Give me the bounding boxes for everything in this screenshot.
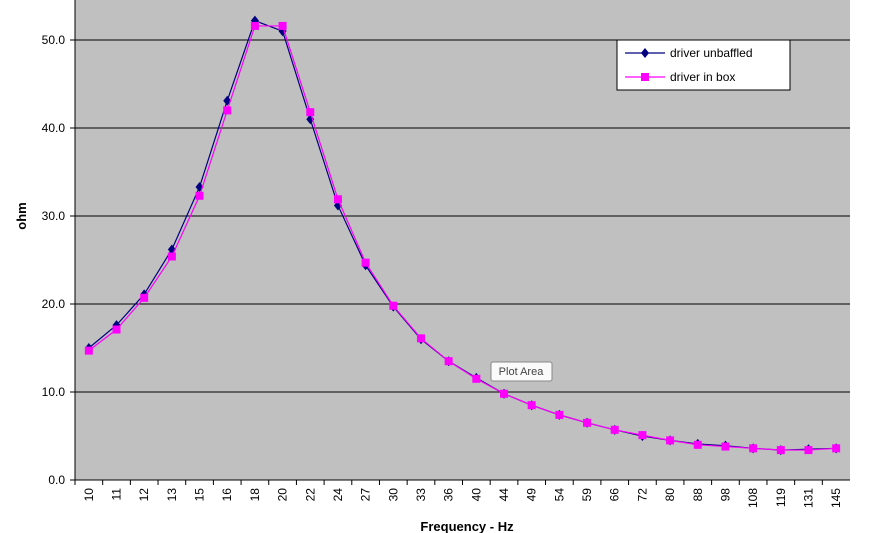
x-tick-label: 16 <box>220 488 234 502</box>
x-tick-label: 12 <box>137 488 151 502</box>
y-tick-label: 50.0 <box>42 33 66 47</box>
point <box>361 258 370 267</box>
point <box>721 442 730 451</box>
legend-label: driver in box <box>670 70 735 84</box>
point <box>389 301 398 310</box>
tooltip: Plot Area <box>499 366 545 378</box>
x-tick-label: 108 <box>746 488 760 508</box>
x-tick-label: 131 <box>801 488 815 508</box>
y-tick-label: 20.0 <box>42 297 66 311</box>
tooltip-box <box>490 361 553 382</box>
point <box>804 446 813 455</box>
point <box>638 431 647 440</box>
point <box>666 436 675 445</box>
x-tick-label: 49 <box>525 488 539 502</box>
point <box>832 444 841 453</box>
point <box>583 418 592 427</box>
point <box>444 357 453 366</box>
point <box>416 334 425 343</box>
point <box>223 106 232 115</box>
point <box>84 346 93 355</box>
point <box>167 252 176 261</box>
y-tick-label: 30.0 <box>42 209 66 223</box>
legend-box[interactable] <box>616 39 791 91</box>
point <box>555 410 564 419</box>
point <box>500 389 509 398</box>
y-tick-label: 0.0 <box>48 473 65 487</box>
x-tick-label: 10 <box>82 488 96 502</box>
point <box>140 293 149 302</box>
x-tick-label: 59 <box>580 488 594 502</box>
x-tick-label: 72 <box>635 488 649 502</box>
y-axis-title: ohm <box>14 202 29 229</box>
x-tick-label: 15 <box>193 488 207 502</box>
x-tick-label: 145 <box>829 488 843 508</box>
series-line <box>88 25 837 451</box>
x-tick-label: 80 <box>663 488 677 502</box>
y-tick-label: 10.0 <box>42 385 66 399</box>
point <box>278 21 287 30</box>
point <box>250 21 259 30</box>
x-axis-title: Frequency - Hz <box>420 519 514 533</box>
point <box>776 446 785 455</box>
point <box>527 401 536 410</box>
x-tick-label: 22 <box>303 488 317 502</box>
point <box>610 425 619 434</box>
point <box>333 195 342 204</box>
legend-label: driver unbaffled <box>670 46 753 60</box>
x-tick-label: 54 <box>552 488 566 502</box>
x-tick-label: 88 <box>691 488 705 502</box>
point <box>749 444 758 453</box>
legend-marker <box>641 48 649 58</box>
legend-marker <box>641 73 649 81</box>
point <box>195 191 204 200</box>
x-tick-label: 119 <box>774 488 788 507</box>
x-tick-label: 18 <box>248 488 262 502</box>
x-tick-label: 20 <box>276 488 290 502</box>
x-tick-label: 30 <box>386 488 400 502</box>
x-tick-label: 40 <box>469 488 483 502</box>
x-tick-label: 13 <box>165 488 179 502</box>
y-tick-label: 40.0 <box>42 121 66 135</box>
x-tick-label: 44 <box>497 488 511 502</box>
legend: driver unbaffled driver in box <box>625 46 753 84</box>
x-tick-label: 24 <box>331 488 345 502</box>
point <box>472 374 481 383</box>
point <box>306 108 315 117</box>
point <box>693 440 702 449</box>
marks <box>84 15 841 456</box>
x-tick-label: 98 <box>718 488 732 502</box>
x-tick-label: 33 <box>414 488 428 502</box>
x-tick-label: 66 <box>608 488 622 502</box>
x-tick-label: 36 <box>442 488 456 502</box>
point <box>112 325 121 334</box>
x-tick-label: 27 <box>359 488 373 502</box>
x-tick-label: 11 <box>110 488 124 501</box>
